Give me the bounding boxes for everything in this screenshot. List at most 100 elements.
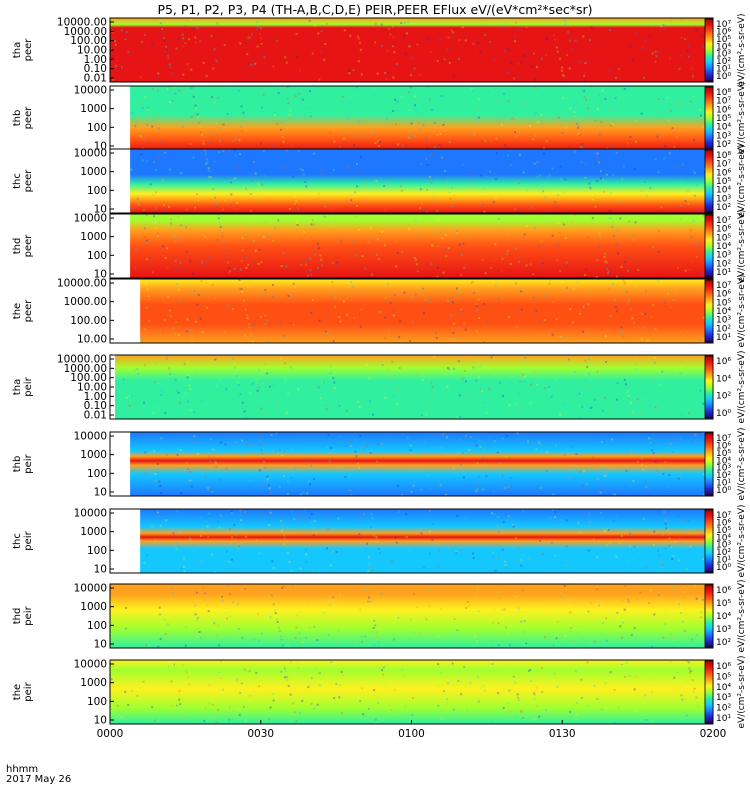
ytick-label: 1.00	[84, 391, 107, 403]
spectrogram-panel-thb-peer: thb peer 10000 1000 100 10 10⁸10⁷10⁶10⁵10⁴10³1…	[12, 81, 747, 154]
ytick-label: 10000.00	[57, 278, 107, 290]
ytick-label: 10000	[74, 213, 107, 225]
flux-texture	[115, 355, 708, 419]
spectrogram-panel-thd-peir: thd peir 10000 1000 100 10 10⁶ 10⁵ 10⁴ 10³ 10² eV/(…	[12, 579, 747, 652]
colorbar-tick: 10⁷	[716, 97, 731, 107]
colorbar-label: eV/(cm²-s-sr-eV)	[737, 655, 747, 728]
colorbar-tick: 10³	[716, 693, 731, 703]
colorbar-tick: 10⁶	[716, 518, 731, 528]
panel-ylabel: thc	[12, 173, 23, 189]
colorbar-tick: 10²	[716, 203, 731, 213]
colorbar	[704, 18, 714, 82]
flux-texture	[140, 509, 711, 573]
colorbar-tick: 10²	[716, 548, 731, 558]
panel-ylabel: the	[12, 684, 23, 700]
colorbar-tick: 10⁵	[716, 449, 731, 459]
ytick-label: 1000.00	[64, 363, 107, 375]
panel-ylabel: thc	[12, 533, 23, 549]
colorbar	[704, 584, 714, 648]
ytick-label: 10	[94, 269, 107, 281]
flux-spectrogram	[130, 214, 714, 278]
colorbar-label: eV/(cm²-s-sr-eV)	[737, 13, 747, 86]
colorbar-tick: 10⁰	[716, 563, 731, 573]
colorbar-tick: 10⁴	[716, 242, 731, 252]
ytick-label: 10	[94, 141, 107, 153]
ytick-label: 100	[87, 620, 107, 632]
ytick-label: 100	[87, 696, 107, 708]
flux-texture	[110, 660, 713, 724]
colorbar-tick: 10⁸	[716, 88, 731, 98]
colorbar-tick: 10⁸	[716, 151, 731, 161]
colorbar-tick: 10³	[716, 251, 731, 261]
ytick-label: 1000	[80, 166, 107, 178]
ytick-label: 10000	[74, 659, 107, 671]
time-axis-label: hhmm	[6, 764, 39, 775]
xtick-label: 0130	[549, 728, 576, 740]
panel-ylabel: tha	[12, 379, 23, 395]
ytick-label: 100	[87, 250, 107, 262]
flux-spectrogram	[130, 149, 714, 213]
colorbar-label: eV/(cm²-s-sr-eV)	[737, 427, 747, 500]
colorbar-tick: 10⁷	[716, 434, 731, 444]
ytick-label: 10000	[74, 508, 107, 520]
colorbar-tick: 10¹	[716, 333, 731, 343]
colorbar-tick: 10²	[716, 259, 731, 269]
ytick-label: 10000.00	[57, 354, 107, 366]
flux-spectrogram	[140, 509, 713, 573]
colorbar-tick: 10⁴	[716, 123, 731, 133]
ytick-label: 100.00	[70, 315, 107, 327]
colorbar-tick: 10⁴	[716, 683, 731, 693]
colorbar	[704, 86, 714, 150]
panel-ylabel: thb	[12, 456, 23, 473]
colorbar-tick: 10⁵	[716, 526, 731, 536]
panel-ylabel: peir	[23, 530, 34, 550]
spectrogram-panel-the-peer: the peer10000.001000.00100.0010.0010⁷10⁶1…	[12, 274, 747, 347]
colorbar-tick: 10⁶	[716, 105, 731, 115]
flux-texture	[143, 432, 711, 496]
spectrogram-panel-thc-peir: thc peir1000010001001010⁷10⁶10⁵10⁴10³10²1…	[12, 504, 747, 577]
flux-spectrogram	[115, 355, 713, 419]
colorbar-tick: 10¹	[716, 479, 731, 489]
panel-ylabel: peir	[23, 453, 34, 473]
colorbar-tick: 10³	[716, 625, 731, 635]
flux-spectrogram	[140, 279, 713, 343]
colorbar-tick: 10³	[716, 541, 731, 551]
colorbar-tick: 10²	[716, 638, 731, 648]
colorbar	[704, 660, 714, 724]
flux-texture	[130, 149, 713, 213]
colorbar-tick: 10¹	[716, 714, 731, 724]
ytick-label: 1000.00	[64, 26, 107, 38]
colorbar-tick: 10⁶	[716, 357, 731, 367]
ytick-label: 10000	[74, 85, 107, 97]
colorbar-tick: 10¹	[716, 556, 731, 566]
ytick-label: 0.10	[84, 63, 107, 75]
ytick-label: 10000	[74, 431, 107, 443]
colorbar-tick: 10⁶	[716, 586, 731, 596]
colorbar-tick: 10³	[716, 50, 731, 60]
axis-footer: hhmm 2017 May 26	[6, 765, 71, 785]
ytick-label: 1000	[80, 103, 107, 115]
spectrogram-panel-thd-peer: thd peer 10000 1000 100 10 10⁷10⁶10⁵10⁴10³10²1…	[12, 209, 747, 282]
ytick-label: 0.01	[84, 410, 107, 422]
ytick-label: 10	[94, 204, 107, 216]
panel-ylabel: peer	[23, 299, 34, 323]
colorbar-tick: 10⁴	[716, 612, 731, 622]
colorbar-tick: 10⁶	[716, 168, 731, 178]
panel-ylabel: tha	[12, 42, 23, 58]
panel-ylabel: peer	[23, 38, 34, 62]
colorbar-label: eV/(cm²-s-sr-eV)	[737, 504, 747, 577]
ytick-label: 10.00	[77, 45, 107, 57]
colorbar-tick: 10⁴	[716, 186, 731, 196]
colorbar	[704, 355, 714, 419]
ytick-label: 1.00	[84, 54, 107, 66]
colorbar-tick: 10²	[716, 324, 731, 334]
colorbar-tick: 10⁰	[716, 409, 731, 419]
colorbar-tick: 10²	[716, 704, 731, 714]
ytick-label: 1000	[80, 449, 107, 461]
colorbar-tick: 10⁵	[716, 672, 731, 682]
colorbar	[704, 509, 714, 573]
colorbar-tick: 10²	[716, 57, 731, 67]
colorbar-tick: 10⁵	[716, 114, 731, 124]
